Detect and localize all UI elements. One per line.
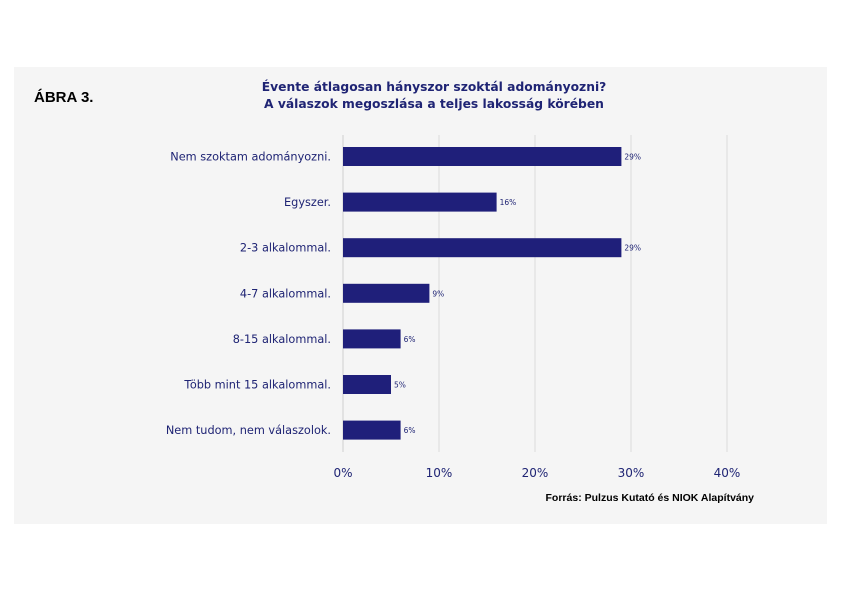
chart-subtitle: A válaszok megoszlása a teljes lakosság … (264, 97, 604, 111)
x-tick-label: 30% (618, 466, 645, 480)
data-label: 29% (624, 153, 641, 162)
data-label: 6% (404, 335, 416, 344)
category-label: 8-15 alkalommal. (233, 333, 331, 346)
category-label: 2-3 alkalommal. (240, 242, 331, 255)
data-label: 6% (404, 426, 416, 435)
source-note: Forrás: Pulzus Kutató és NIOK Alapítvány (545, 492, 754, 504)
category-label: Nem tudom, nem válaszolok. (166, 424, 331, 437)
data-label: 29% (624, 244, 641, 253)
category-label: 4-7 alkalommal. (240, 287, 331, 300)
x-tick-label: 0% (333, 466, 352, 480)
x-tick-label: 10% (426, 466, 453, 480)
x-tick-label: 20% (522, 466, 549, 480)
x-tick-label: 40% (714, 466, 741, 480)
bar (343, 147, 622, 166)
category-label: Nem szoktam adományozni. (170, 151, 331, 164)
chart-title: Évente átlagosan hányszor szoktál adomán… (261, 80, 607, 94)
figure-label: ÁBRA 3. (34, 89, 94, 106)
data-label: 16% (500, 198, 517, 207)
bar (343, 329, 401, 349)
bar (343, 238, 622, 258)
bar (343, 375, 391, 394)
bar (343, 283, 430, 303)
bar-chart: Nem szoktam adományozni. 29% Egyszer. 16% 2-… (166, 135, 741, 480)
category-label: Egyszer. (284, 196, 331, 209)
chart-panel: ÁBRA 3. Évente átlagosan hányszor szoktá… (14, 67, 827, 524)
bar (343, 192, 497, 212)
data-label: 5% (394, 381, 406, 390)
bar (343, 420, 401, 440)
category-label: Több mint 15 alkalommal. (183, 379, 331, 392)
data-label: 9% (432, 289, 444, 298)
